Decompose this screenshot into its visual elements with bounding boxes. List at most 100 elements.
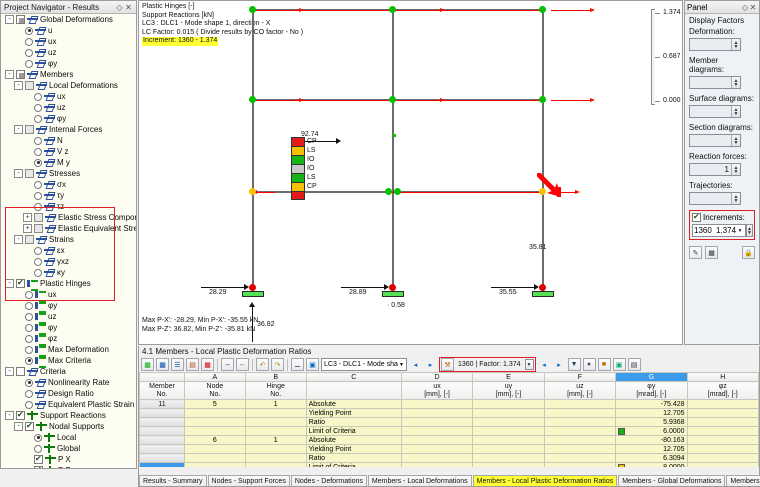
nav-item-y[interactable]: φy bbox=[1, 322, 136, 335]
radio-button[interactable] bbox=[34, 202, 42, 211]
nav-item-y[interactable]: τy bbox=[1, 190, 136, 201]
row-phiy[interactable]: -80.163 bbox=[615, 435, 688, 445]
excel-icon[interactable]: ▣ bbox=[612, 358, 626, 371]
nav-item-uz[interactable]: uz bbox=[1, 102, 136, 113]
navigator-tree[interactable]: - Global Deformations u ux uz φy - Members - Loca… bbox=[1, 14, 136, 468]
nav-item-u[interactable]: u bbox=[1, 25, 136, 36]
radio-button[interactable] bbox=[25, 345, 33, 354]
radio-button[interactable] bbox=[25, 356, 33, 365]
row-node-no[interactable] bbox=[183, 453, 246, 463]
spinner-arrows[interactable]: ▲ ▼ bbox=[731, 135, 740, 146]
row-member-no[interactable]: 11 bbox=[139, 399, 185, 409]
row-uy[interactable] bbox=[472, 399, 545, 409]
grid-green-icon[interactable]: ▦ bbox=[141, 358, 154, 371]
row-member-no[interactable] bbox=[139, 435, 185, 445]
chevron-down-icon[interactable]: ▼ bbox=[524, 359, 534, 370]
row-node-no[interactable] bbox=[183, 462, 246, 467]
spinner-arrows[interactable]: ▲ ▼ bbox=[731, 39, 740, 50]
nav-item-stresses[interactable]: - Stresses bbox=[1, 168, 136, 179]
row-phiz[interactable] bbox=[686, 453, 759, 463]
filter-icon[interactable]: ▼ bbox=[567, 358, 581, 371]
column-letter-A[interactable]: A bbox=[183, 372, 246, 382]
export-icon[interactable]: ▣ bbox=[306, 358, 319, 371]
radio-button[interactable] bbox=[25, 59, 33, 68]
row-uz[interactable] bbox=[543, 417, 617, 427]
table-row[interactable]: Limit of Criteria 8.0000 bbox=[139, 462, 759, 467]
tab-nodes-deformations[interactable]: Nodes - Deformations bbox=[290, 475, 367, 486]
radio-button[interactable] bbox=[34, 158, 42, 167]
radio-button[interactable] bbox=[34, 444, 42, 453]
radio-button[interactable] bbox=[25, 312, 33, 321]
expand-icon[interactable]: + bbox=[23, 224, 32, 233]
nav-item-global[interactable]: Global bbox=[1, 443, 136, 454]
nav-item-local-deformations[interactable]: - Local Deformations bbox=[1, 80, 136, 91]
table-row[interactable]: Yielding Point 12.705 bbox=[139, 444, 759, 454]
radio-button[interactable] bbox=[34, 433, 42, 442]
nav-item-internal-forces[interactable]: - Internal Forces bbox=[1, 124, 136, 135]
radio-button[interactable] bbox=[25, 389, 33, 398]
spinner-arrows[interactable]: ▲ ▼ bbox=[731, 193, 740, 204]
row-member-no[interactable] bbox=[139, 462, 185, 467]
tab-members-global-deformations[interactable]: Members - Global Deformations bbox=[618, 475, 726, 486]
table-row[interactable]: 11 5 1 Absolute -75.428 bbox=[139, 399, 759, 409]
chevron-down-icon[interactable]: ▼ bbox=[399, 361, 404, 368]
row-phiy[interactable]: 8.0000 bbox=[615, 462, 688, 467]
panel-spinbox[interactable]: ▲ ▼ bbox=[689, 192, 741, 205]
spinner-arrows[interactable]: ▲ ▼ bbox=[731, 77, 740, 88]
table-tabs[interactable]: Results - Summary Nodes - Support Forces N… bbox=[139, 475, 760, 486]
row-node-no[interactable] bbox=[183, 408, 246, 418]
row-uz[interactable] bbox=[543, 462, 617, 467]
row-uz[interactable] bbox=[543, 453, 617, 463]
nav-item-max-criteria[interactable]: Max Criteria bbox=[1, 355, 136, 368]
row-node-no[interactable] bbox=[183, 426, 246, 436]
increment-icon[interactable]: ⚒ bbox=[441, 358, 454, 371]
collapse-icon[interactable]: - bbox=[14, 422, 23, 431]
nav-item-xz[interactable]: γxz bbox=[1, 256, 136, 267]
radio-button[interactable] bbox=[25, 37, 33, 46]
prev-case-button[interactable]: ◂ bbox=[413, 361, 418, 369]
increments-checkbox[interactable] bbox=[692, 212, 701, 222]
nav-item-elastic-stress-components[interactable]: + Elastic Stress Components bbox=[1, 212, 136, 223]
collapse-icon[interactable]: - bbox=[14, 169, 23, 178]
row-node-no[interactable]: 5 bbox=[183, 399, 246, 409]
radio-button[interactable] bbox=[34, 257, 42, 266]
increment-selector-highlight[interactable]: ⚒ 1360 | Factor: 1.374 ▼ bbox=[439, 357, 536, 372]
collapse-icon[interactable]: - bbox=[5, 411, 14, 420]
row-ux[interactable] bbox=[400, 408, 474, 418]
radio-button[interactable] bbox=[34, 136, 42, 145]
row-ux[interactable] bbox=[400, 444, 474, 454]
grid-filter-icon[interactable]: ▤ bbox=[186, 358, 199, 371]
row-phiz[interactable] bbox=[686, 399, 759, 409]
radio-button[interactable] bbox=[34, 180, 42, 189]
row-kind[interactable]: Absolute bbox=[305, 399, 402, 409]
nav-item-members[interactable]: - Members bbox=[1, 69, 136, 80]
collapse-icon[interactable]: - bbox=[14, 235, 23, 244]
checkbox[interactable] bbox=[16, 15, 25, 24]
row-hinge-no[interactable] bbox=[244, 417, 307, 427]
radio-button[interactable] bbox=[34, 268, 42, 277]
radio-button[interactable] bbox=[34, 92, 42, 101]
row-ux[interactable] bbox=[400, 399, 474, 409]
row-uy[interactable] bbox=[472, 462, 545, 467]
row-kind[interactable]: Ratio bbox=[305, 453, 402, 463]
nav-item-x[interactable]: εx bbox=[1, 245, 136, 256]
grid-blue-icon[interactable]: ▦ bbox=[156, 358, 169, 371]
table-row[interactable]: Yielding Point 12.705 bbox=[139, 408, 759, 418]
nav-item-local[interactable]: Local bbox=[1, 432, 136, 443]
radio-button[interactable] bbox=[25, 301, 33, 310]
radio-button[interactable] bbox=[25, 323, 33, 332]
row-node-no[interactable] bbox=[183, 444, 246, 454]
row-phiy[interactable]: 12.705 bbox=[615, 408, 688, 418]
increments-control-box[interactable]: Increments: 1360 1.374 ▼ ▲▼ bbox=[689, 210, 755, 240]
tab-nodes-support-forces[interactable]: Nodes - Support Forces bbox=[207, 475, 290, 486]
edit-pencil-icon[interactable]: ✎ bbox=[689, 246, 702, 259]
row-uy[interactable] bbox=[472, 426, 545, 436]
close-icon[interactable]: ✕ bbox=[749, 2, 757, 12]
spinner-arrows[interactable]: ▲ ▼ bbox=[731, 106, 740, 117]
checkbox[interactable] bbox=[16, 410, 25, 420]
row-member-no[interactable] bbox=[139, 426, 185, 436]
panel-spinbox[interactable]: ▲ ▼ bbox=[689, 105, 741, 118]
checkbox[interactable] bbox=[16, 278, 25, 288]
collapse-icon[interactable]: - bbox=[14, 81, 23, 90]
row-uy[interactable] bbox=[472, 444, 545, 454]
